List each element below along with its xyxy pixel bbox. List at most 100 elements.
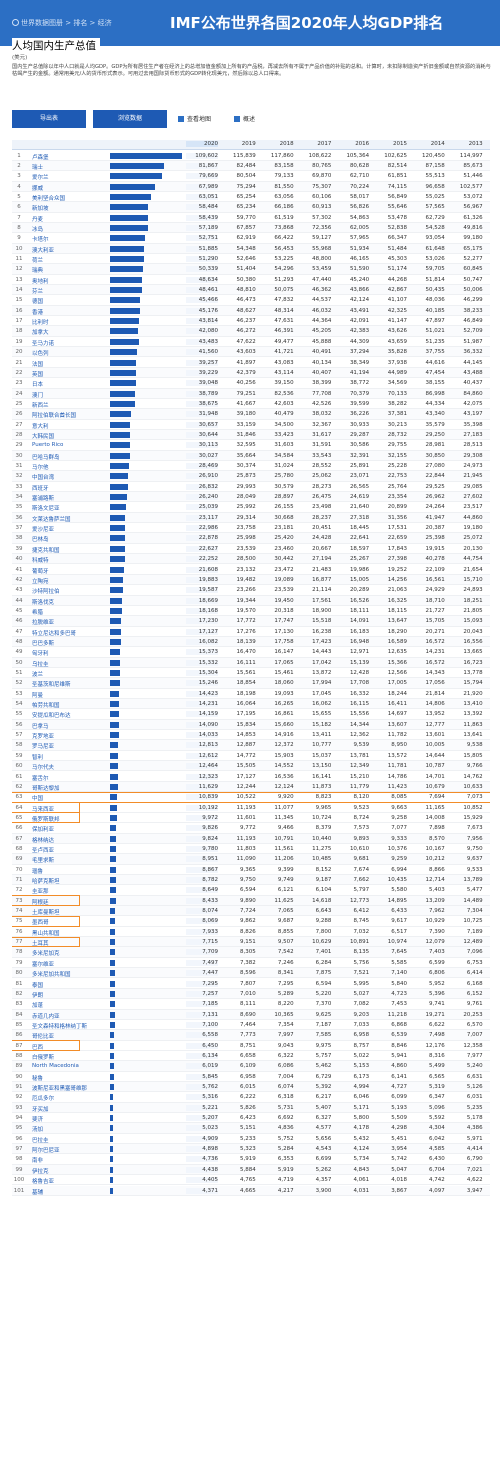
country-link[interactable]: 阿尔巴尼亚 [32,1148,60,1155]
table-row[interactable]: 55 安提瓜和巴布达 14,159 17,195 16,861 15,655 15,556 1… [12,709,490,720]
table-row[interactable]: 37 爱沙尼亚 22,986 23,758 23,181 20,451 18,445 17,5… [12,523,490,534]
table-row[interactable]: 36 文莱达鲁萨兰国 23,117 29,314 30,668 28,237 27,318 3… [12,512,490,524]
table-row[interactable]: 60 马尔代夫 12,464 15,505 14,552 13,150 12,349 11,7… [12,761,490,772]
country-link[interactable]: 马来西亚 [32,806,55,813]
table-row[interactable]: 8 冰岛 57,189 67,857 73,868 72,356 62,005 52,838 5… [12,222,490,234]
country-link[interactable]: 阿拉伯联合酋长国 [32,413,77,420]
country-link[interactable]: 阿根廷 [32,899,49,906]
table-row[interactable]: 62 哥斯达黎加 11,629 12,244 12,124 11,873 11,779 11,… [12,781,490,793]
country-link[interactable]: 毛里求斯 [32,858,55,865]
country-link[interactable]: 哈萨克斯坦 [32,879,60,885]
table-row[interactable]: 9 卡塔尔 52,751 62,919 66,422 59,127 57,965 66,347… [12,233,490,244]
country-link[interactable]: 牙买加 [32,1106,49,1113]
table-row[interactable]: 69 毛里求斯 8,951 11,090 11,206 10,485 9,681 9,259 1… [12,854,490,865]
country-link[interactable]: 拉脱维亚 [32,620,55,627]
table-row[interactable]: 2 瑞士 81,867 82,484 83,158 80,765 80,628 82,514 8… [12,160,490,172]
country-link[interactable]: 加蓬 [32,1003,44,1010]
year-header-2012[interactable]: 2012 [488,141,490,147]
country-link[interactable]: 泰国 [32,982,44,989]
table-row[interactable]: 79 塞尔维亚 7,497 7,382 7,246 6,284 5,756 5,585 6,59… [12,958,490,969]
table-row[interactable]: 97 阿尔巴尼亚 4,898 5,323 5,284 4,543 4,124 3,954 4,5… [12,1144,490,1155]
table-row[interactable]: 13 奥地利 48,634 50,380 51,293 47,440 45,240 44,26… [12,275,490,286]
table-row[interactable]: 33 西班牙 26,832 29,993 30,579 28,273 26,565 25,76… [12,482,490,493]
country-link[interactable]: 芬兰 [32,289,44,296]
country-link[interactable]: 卡塔尔 [32,237,49,244]
table-row[interactable]: 35 斯洛文尼亚 25,039 25,992 26,155 23,498 21,640 20,… [12,502,490,513]
country-link[interactable]: 瑞士 [32,164,44,171]
country-link[interactable]: 法国 [32,361,44,368]
table-row[interactable]: 72 圭亚那 8,649 6,594 6,121 6,104 5,797 5,580 5,403… [12,885,490,896]
table-row[interactable]: 57 克罗地亚 14,033 14,853 14,916 13,411 12,362 11,7… [12,730,490,741]
table-row[interactable]: 14 芬兰 48,461 48,810 50,075 46,362 43,866 42,867… [12,285,490,296]
table-row[interactable]: 96 巴拉圭 4,909 5,233 5,752 5,656 5,432 5,451 6,042… [12,1134,490,1145]
country-link[interactable]: 西班牙 [32,485,49,492]
country-link[interactable]: 斐济 [32,1117,44,1124]
table-row[interactable]: 29 Puerto Rico 30,113 32,595 31,603 31,591 30,… [12,440,490,451]
country-link[interactable]: 墨西哥 [32,920,49,927]
table-row[interactable]: 5 美利坚合众国 63,051 65,254 63,056 60,106 58,017 56,… [12,192,490,203]
year-header-2018[interactable]: 2018 [279,141,294,147]
table-row[interactable]: 34 塞浦路斯 26,240 28,049 28,897 26,475 24,619 23,3… [12,492,490,503]
country-link[interactable]: 立陶宛 [32,578,49,585]
country-link[interactable]: 美利坚合众国 [32,195,66,202]
table-row[interactable]: 86 哥伦比亚 6,558 7,773 7,997 7,585 6,958 6,539 7,49… [12,1030,490,1041]
country-link[interactable]: 格林纳达 [32,837,55,844]
table-row[interactable]: 22 英国 39,229 42,379 43,114 40,407 41,194 44,989… [12,367,490,379]
country-link[interactable]: 巴哈马群岛 [32,454,60,461]
table-row[interactable]: 18 加拿大 42,080 46,272 46,391 45,205 42,383 43,62… [12,326,490,337]
table-row[interactable]: 23 日本 39,048 40,256 39,150 38,399 38,772 34,569… [12,378,490,389]
country-link[interactable]: 多米尼加克 [32,951,60,958]
table-row[interactable]: 4 挪威 67,989 75,294 81,550 75,307 70,224 74,115 9… [12,181,490,192]
country-link[interactable]: 罗马尼亚 [32,744,55,751]
country-link[interactable]: 赤道几内亚 [32,1013,60,1020]
table-row[interactable]: 101 基辅 4,371 4,665 4,217 3,900 4,031 3,867 4,097… [12,1185,490,1196]
export-button[interactable]: 导出表 [12,110,86,128]
country-link[interactable]: 乌拉圭 [32,661,49,668]
table-row[interactable]: 45 希腊 18,168 19,570 20,318 18,900 18,111 18,115… [12,606,490,617]
country-link[interactable]: 香港 [32,309,44,316]
table-row[interactable]: 32 中国台湾 26,910 25,873 25,780 25,062 23,071 22,7… [12,471,490,482]
country-link[interactable]: 马尔他 [32,465,49,471]
country-link[interactable]: 圣卢西亚 [32,847,55,854]
table-row[interactable]: 1 卢森堡 109,602 115,839 117,860 108,622 105,364 1… [12,151,490,161]
country-link[interactable]: 挪威 [32,185,44,192]
country-link[interactable]: 巴拿马 [32,723,49,730]
table-row[interactable]: 16 香港 45,176 48,627 48,314 46,032 43,491 42,325… [12,305,490,317]
table-row[interactable]: 61 塞舌尔 12,323 17,127 16,536 16,141 15,210 14,78… [12,772,490,782]
table-row[interactable]: 40 科威特 22,252 28,500 30,442 27,194 25,267 27,39… [12,554,490,565]
table-row[interactable]: 6 新加坡 58,484 65,234 66,186 60,913 56,826 55,646… [12,202,490,213]
browse-data-button[interactable]: 浏览数据 [93,110,167,128]
table-row[interactable]: 78 多米尼加克 7,709 8,305 7,542 7,401 8,135 7,645 7,4… [12,947,490,958]
country-link[interactable]: 圣基茨和尼维斯 [32,682,71,689]
country-link[interactable]: 塞尔维亚 [32,961,55,968]
country-link[interactable]: 意大利 [32,423,49,430]
country-link[interactable]: 厄瓜多尔 [32,1096,55,1103]
country-link[interactable]: 白俄罗斯 [32,1054,55,1061]
country-link[interactable]: 波斯尼亚和黑塞哥维那 [32,1086,88,1092]
table-row[interactable]: 65 俄罗斯联邦 9,972 11,601 11,345 10,724 8,724 9,258… [12,813,490,824]
country-link[interactable]: 日本 [32,382,44,389]
country-link[interactable]: 波兰 [32,672,44,678]
table-row[interactable]: 54 帕劳共和国 14,231 16,064 16,265 16,062 16,115 16,… [12,699,490,710]
table-row[interactable]: 19 圣马力诺 43,483 47,622 49,477 45,888 44,309 43,6… [12,337,490,348]
country-link[interactable]: 科威特 [32,558,49,565]
country-link[interactable]: 新加坡 [32,206,49,213]
table-row[interactable]: 68 圣卢西亚 9,780 11,803 11,561 11,275 10,610 10,37… [12,844,490,855]
table-row[interactable]: 3 爱尔兰 79,669 80,504 79,133 69,870 62,710 61,851… [12,171,490,182]
table-row[interactable]: 12 瑞典 50,339 51,404 54,296 53,459 51,590 51,174… [12,264,490,275]
table-row[interactable]: 31 马尔他 28,469 30,374 31,024 28,552 25,891 25,22… [12,461,490,472]
table-row[interactable]: 67 格林纳达 9,824 11,193 10,791 10,440 9,893 9,333 8… [12,833,490,844]
table-row[interactable]: 73 阿根廷 8,433 9,890 11,625 14,618 12,773 14,895 1… [12,895,490,907]
country-link[interactable]: 土库曼斯坦 [32,910,60,917]
country-link[interactable]: 圣文森特和格林纳丁斯 [32,1023,88,1030]
table-row[interactable]: 47 特立尼达和多巴哥 17,127 17,276 17,130 16,238 16,183… [12,627,490,637]
table-row[interactable]: 80 多米尼加共和国 7,447 8,596 8,341 7,875 7,521 7,140 6… [12,968,490,979]
table-row[interactable]: 92 厄瓜多尔 5,316 6,222 6,318 6,217 6,046 6,099 6,34… [12,1092,490,1103]
table-row[interactable]: 71 哈萨克斯坦 8,782 9,750 9,749 9,187 7,662 10,435 12… [12,875,490,886]
table-row[interactable]: 28 大韩民国 30,644 31,846 33,423 31,617 29,287 28,7… [12,429,490,441]
country-link[interactable]: 圣马力诺 [32,340,55,347]
table-row[interactable]: 74 土库曼斯坦 8,074 7,724 7,065 6,643 6,412 6,433 7,9… [12,906,490,917]
table-row[interactable]: 58 罗马尼亚 12,813 12,887 12,372 10,777 9,539 8,950… [12,740,490,751]
table-row[interactable]: 70 瑙鲁 8,867 9,365 9,399 8,152 7,674 6,994 8,866 9… [12,865,490,875]
country-link[interactable]: 马尔代夫 [32,765,55,772]
